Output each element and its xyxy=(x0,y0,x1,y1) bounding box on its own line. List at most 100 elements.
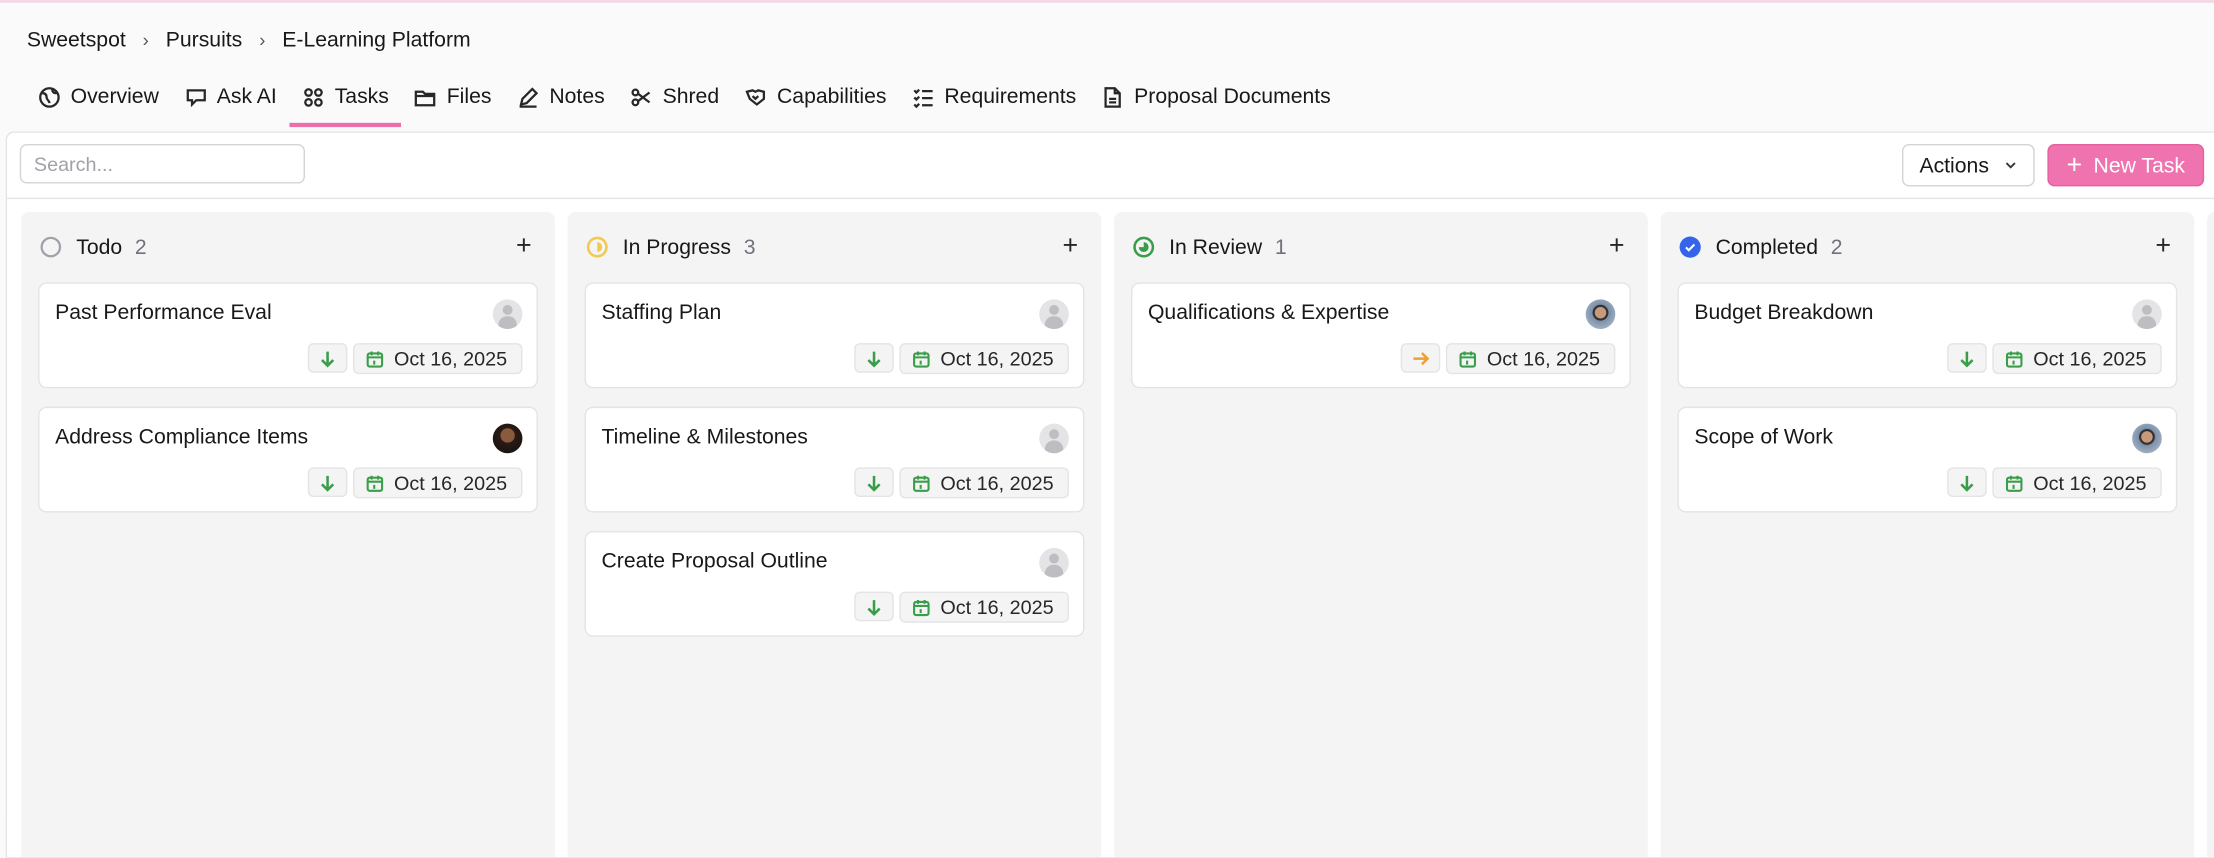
tab-files[interactable]: Files xyxy=(402,85,505,123)
priority-badge[interactable] xyxy=(854,343,894,373)
due-date: Oct 16, 2025 xyxy=(2033,347,2147,370)
due-date: Oct 16, 2025 xyxy=(393,347,508,370)
assignee-avatar[interactable] xyxy=(2132,423,2162,454)
task-card[interactable]: Scope of Work Oct 16, 2025 xyxy=(1677,406,2178,513)
tab-label: Notes xyxy=(549,84,605,109)
assignee-avatar[interactable] xyxy=(492,423,523,454)
pencil-icon xyxy=(519,86,539,108)
scissors-icon xyxy=(631,87,651,106)
grid-icon xyxy=(304,87,323,107)
tab-label: Tasks xyxy=(334,84,389,109)
assignee-avatar[interactable] xyxy=(1039,299,1069,329)
column-in-review: In Review 1 + Qualifications & Expertise… xyxy=(1114,211,1648,858)
due-date-badge[interactable]: Oct 16, 2025 xyxy=(1445,343,1616,375)
task-card[interactable]: Timeline & Milestones Oct 16, 2025 xyxy=(584,406,1085,513)
new-task-label: New Task xyxy=(2093,153,2185,178)
column-title: In Progress xyxy=(622,235,731,260)
tab-ask-ai[interactable]: Ask AI xyxy=(172,85,290,123)
status-in-progress-icon xyxy=(586,236,608,258)
task-card[interactable]: Qualifications & Expertise Oct 16, 2025 xyxy=(1131,282,1631,389)
calendar-icon xyxy=(913,475,930,492)
due-date-badge[interactable]: Oct 16, 2025 xyxy=(899,343,1069,375)
assignee-avatar[interactable] xyxy=(2132,299,2162,329)
add-task-icon[interactable]: + xyxy=(1062,231,1079,262)
actions-button[interactable]: Actions xyxy=(1901,144,2035,187)
tab-bar: Overview Ask AI Tasks Files Notes Shred Capabi… xyxy=(25,84,1343,128)
due-date: Oct 16, 2025 xyxy=(1486,347,1601,370)
actions-label: Actions xyxy=(1919,153,1989,178)
column-header: Completed 2 + xyxy=(1661,212,2195,283)
tab-requirements[interactable]: Requirements xyxy=(899,85,1089,123)
due-date-badge[interactable]: Oct 16, 2025 xyxy=(899,467,1069,499)
calendar-icon xyxy=(913,350,930,367)
status-in-review-icon xyxy=(1133,236,1155,258)
chevron-right-icon: › xyxy=(142,29,149,51)
task-title: Staffing Plan xyxy=(601,300,722,325)
assignee-avatar[interactable] xyxy=(1585,299,1616,329)
priority-badge[interactable] xyxy=(307,343,348,373)
status-completed-icon xyxy=(1679,236,1701,258)
folder-icon xyxy=(415,89,436,106)
priority-badge[interactable] xyxy=(1947,467,1987,498)
tab-capabilities[interactable]: Capabilities xyxy=(732,85,899,123)
assignee-avatar[interactable] xyxy=(1039,547,1069,578)
column-count: 1 xyxy=(1274,235,1287,260)
task-card[interactable]: Create Proposal Outline Oct 16, 2025 xyxy=(584,530,1085,637)
plus-icon: + xyxy=(2066,150,2083,181)
arrow-down-icon xyxy=(321,475,335,492)
priority-badge[interactable] xyxy=(854,591,894,622)
tab-overview[interactable]: Overview xyxy=(25,85,171,123)
tab-tasks[interactable]: Tasks xyxy=(289,84,403,128)
column-header: In Progress 3 + xyxy=(568,212,1102,283)
search-input[interactable] xyxy=(19,144,305,184)
calendar-icon xyxy=(2005,475,2023,492)
column-count: 2 xyxy=(1830,235,1843,260)
tab-label: Overview xyxy=(70,84,159,109)
tab-label: Proposal Documents xyxy=(1134,84,1331,109)
priority-badge[interactable] xyxy=(307,467,348,498)
task-card[interactable]: Budget Breakdown Oct 16, 2025 xyxy=(1677,282,2178,389)
due-date: Oct 16, 2025 xyxy=(2033,471,2147,495)
column-count: 2 xyxy=(134,235,147,260)
tab-proposal-documents[interactable]: Proposal Documents xyxy=(1089,85,1343,123)
assignee-avatar[interactable] xyxy=(492,299,523,329)
due-date: Oct 16, 2025 xyxy=(940,595,1054,619)
due-date-badge[interactable]: Oct 16, 2025 xyxy=(1992,343,2162,375)
task-card[interactable]: Past Performance Eval Oct 16, 2025 xyxy=(38,282,538,389)
due-date-badge[interactable]: Oct 16, 2025 xyxy=(1992,467,2162,499)
breadcrumb: Sweetspot › Pursuits › E-Learning Platfo… xyxy=(27,28,471,52)
add-task-icon[interactable]: + xyxy=(2155,231,2172,262)
toolbar-divider xyxy=(7,197,2214,200)
arrow-down-icon xyxy=(1960,350,1974,367)
column-todo: Todo 2 + Past Performance Eval Oct 16, 2… xyxy=(21,211,555,858)
task-card[interactable]: Address Compliance Items Oct 16, 2025 xyxy=(38,406,538,513)
arrow-down-icon xyxy=(321,350,335,367)
add-task-icon[interactable]: + xyxy=(1608,231,1625,262)
chevron-down-icon xyxy=(2005,162,2015,169)
calendar-icon xyxy=(366,350,384,367)
tab-label: Files xyxy=(446,84,492,109)
tab-shred[interactable]: Shred xyxy=(617,85,731,123)
priority-badge[interactable] xyxy=(1400,343,1441,373)
assignee-avatar[interactable] xyxy=(1039,423,1069,454)
task-card[interactable]: Staffing Plan Oct 16, 2025 xyxy=(584,282,1085,389)
task-title: Scope of Work xyxy=(1694,425,1833,450)
priority-badge[interactable] xyxy=(1947,343,1987,373)
chat-icon xyxy=(185,88,206,107)
due-date-badge[interactable]: Oct 16, 2025 xyxy=(353,467,523,499)
tab-label: Shred xyxy=(662,84,720,109)
breadcrumb-pursuits[interactable]: Pursuits xyxy=(165,28,243,53)
column-header: In Review 1 + xyxy=(1114,212,1648,283)
tab-notes[interactable]: Notes xyxy=(504,85,617,123)
checklist-icon xyxy=(913,88,933,108)
tab-label: Capabilities xyxy=(776,84,887,109)
arrow-down-icon xyxy=(1960,475,1974,492)
column-title: Completed xyxy=(1715,235,1819,260)
arrow-down-icon xyxy=(867,475,881,492)
priority-badge[interactable] xyxy=(854,467,894,498)
due-date-badge[interactable]: Oct 16, 2025 xyxy=(353,343,523,375)
breadcrumb-sweetspot[interactable]: Sweetspot xyxy=(26,28,126,53)
due-date-badge[interactable]: Oct 16, 2025 xyxy=(899,591,1069,623)
new-task-button[interactable]: + New Task xyxy=(2047,144,2205,187)
add-task-icon[interactable]: + xyxy=(515,231,532,262)
